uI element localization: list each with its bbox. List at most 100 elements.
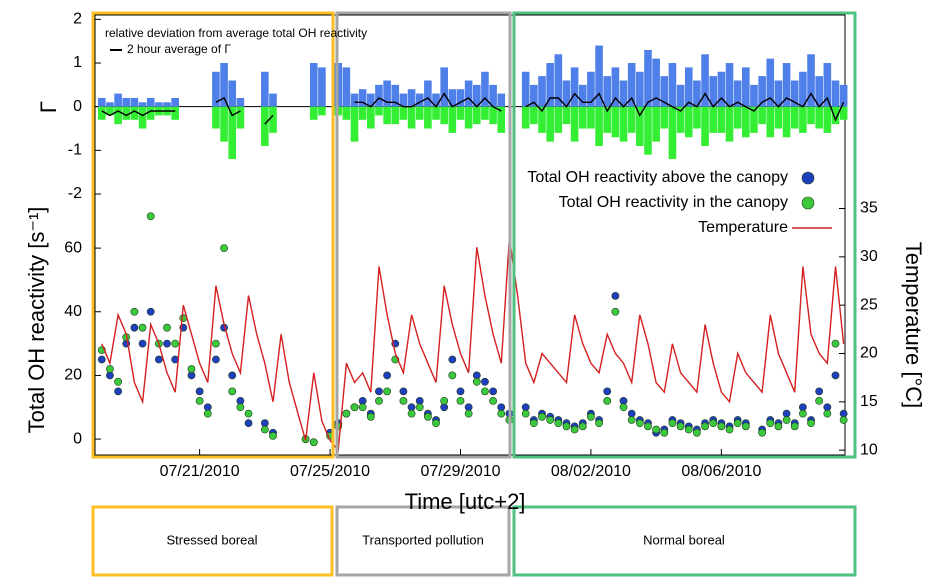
scatter-point	[668, 419, 677, 428]
period-box	[335, 505, 511, 577]
scatter-point	[562, 422, 571, 431]
scatter-point	[269, 432, 277, 440]
bar	[146, 97, 155, 107]
bar	[399, 93, 408, 107]
scatter-point	[236, 403, 245, 412]
bar	[456, 106, 465, 120]
bar	[220, 63, 228, 107]
bar	[481, 71, 489, 107]
bar	[318, 106, 326, 116]
y2-tick-label: 30	[860, 248, 878, 265]
scatter-point	[521, 409, 530, 418]
bar	[570, 106, 579, 142]
bar	[415, 93, 424, 107]
bar	[595, 106, 603, 146]
scatter-point	[146, 212, 155, 221]
bar	[636, 106, 644, 146]
scatter-point	[701, 422, 709, 431]
bar	[269, 106, 277, 133]
y2-axis-title: Temperature [°C]	[901, 242, 926, 409]
y2-tick-label: 10	[860, 441, 878, 458]
scatter-point	[399, 396, 408, 405]
scatter-point	[758, 428, 767, 437]
bar	[497, 106, 506, 133]
scatter-point	[676, 422, 685, 431]
scatter-point	[97, 355, 106, 364]
scatter-point	[546, 416, 555, 424]
bar	[799, 71, 807, 107]
bar	[709, 106, 718, 133]
bar	[742, 106, 750, 138]
scatter-point	[130, 307, 139, 316]
scatter-point	[114, 387, 122, 396]
bar	[138, 102, 147, 107]
bar	[766, 58, 775, 107]
scatter-point	[693, 428, 701, 437]
scatter-point	[798, 409, 807, 418]
scatter-point	[481, 377, 489, 386]
bar	[668, 106, 677, 160]
scatter-point	[415, 403, 424, 412]
scatter-point	[717, 422, 726, 431]
y-tick-label: 20	[64, 367, 82, 384]
bar	[415, 106, 424, 120]
scatter-point	[497, 409, 506, 418]
bar	[701, 106, 709, 146]
period-label: Normal boreal	[643, 532, 725, 547]
bar	[684, 67, 693, 107]
scatter-point	[635, 419, 644, 428]
scatter-point	[472, 377, 481, 386]
scatter-point	[228, 387, 237, 396]
bar	[546, 106, 554, 142]
scatter-point	[220, 244, 228, 253]
scatter-point	[619, 403, 628, 412]
bar	[448, 106, 457, 133]
bar	[407, 106, 416, 129]
bar	[831, 106, 840, 125]
scatter-point	[187, 365, 196, 373]
scatter-point	[260, 425, 269, 434]
bar	[799, 106, 807, 133]
y-tick-label: -1	[68, 142, 82, 159]
legend-swatch	[801, 196, 815, 210]
scatter-point	[807, 419, 815, 428]
bar	[701, 54, 709, 107]
bar	[391, 84, 400, 107]
bar	[521, 71, 530, 107]
bar	[440, 67, 448, 107]
bar	[823, 106, 832, 133]
bar	[619, 106, 628, 142]
bar	[489, 106, 497, 125]
scatter-point	[782, 416, 791, 424]
scatter-point	[611, 291, 620, 300]
bar	[627, 106, 636, 133]
scatter-point	[163, 323, 171, 332]
scatter-point	[538, 412, 546, 421]
scatter-point	[481, 387, 489, 396]
series-line	[101, 92, 845, 125]
scatter-point	[570, 425, 579, 434]
bar	[489, 84, 497, 107]
bar	[636, 71, 644, 107]
scatter-point	[660, 428, 669, 437]
bar	[521, 106, 530, 129]
bar	[399, 106, 408, 120]
bar	[236, 106, 245, 129]
scatter-point	[375, 387, 383, 396]
y-tick-label: 0	[73, 98, 82, 115]
scatter-point	[358, 403, 367, 412]
bar	[228, 106, 237, 160]
bar	[603, 106, 612, 133]
bar	[261, 106, 269, 146]
scatter-point	[766, 419, 775, 428]
bar	[750, 84, 758, 107]
scatter-point	[138, 339, 147, 348]
bar	[717, 71, 726, 107]
scatter-point	[146, 307, 155, 316]
bar	[758, 76, 766, 107]
bar	[122, 106, 131, 120]
scatter-point	[652, 425, 661, 434]
bar	[750, 106, 758, 133]
bar	[554, 54, 563, 107]
bar	[717, 106, 726, 133]
